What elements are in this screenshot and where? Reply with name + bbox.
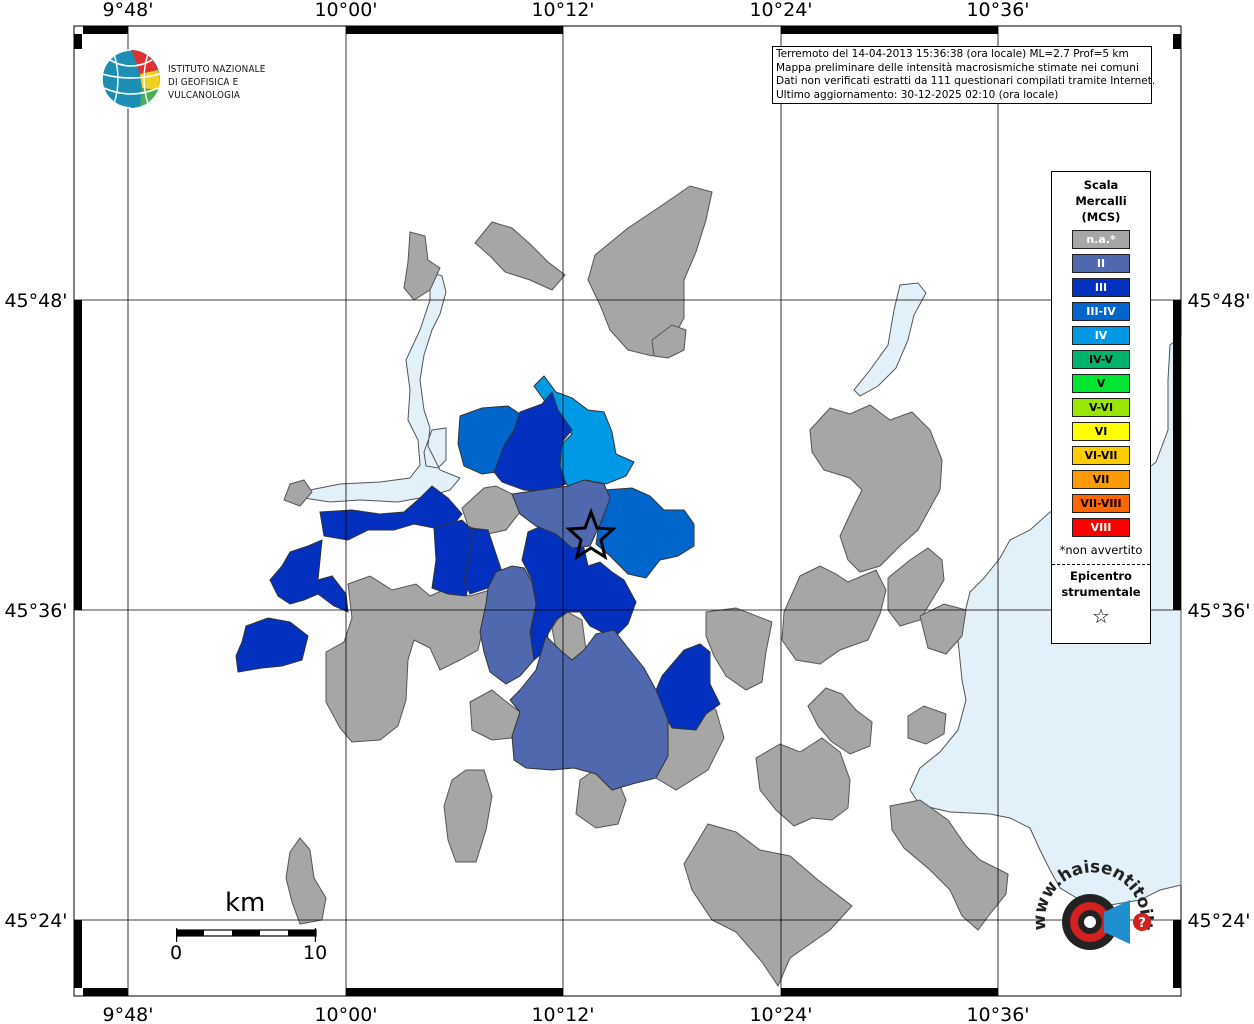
epicenter-star-icon <box>565 507 617 561</box>
event-info-box: Terremoto del 14-04-2013 15:36:38 (ora l… <box>772 46 1156 104</box>
lat-label: 45°24' <box>1187 910 1250 932</box>
municipality <box>755 737 851 827</box>
lon-label: 10°12' <box>531 0 594 21</box>
legend-item-iii-iv: III-IV <box>1072 302 1130 321</box>
municipalities-felt <box>235 375 721 791</box>
legend-item-viii: VIII <box>1072 518 1130 537</box>
municipality <box>807 687 873 755</box>
municipality-iii <box>269 539 349 613</box>
legend-item-vi-vii: VI-VII <box>1072 446 1130 465</box>
municipality-iii <box>319 485 463 541</box>
municipalities-not-felt <box>283 185 1009 988</box>
lon-label: 9°48' <box>103 0 154 21</box>
municipality <box>683 823 853 988</box>
ingv-logo: ISTITUTO NAZIONALE DI GEOFISICA E VULCAN… <box>100 48 330 110</box>
scale-bar: km 0 10 <box>170 888 330 968</box>
municipality <box>403 231 441 301</box>
lon-label: 10°00' <box>314 1004 377 1024</box>
lat-label: 45°48' <box>1187 290 1250 312</box>
target-megaphone-icon: www.haisentitoilterremoto.it ? <box>1021 845 1156 950</box>
institute-line-2: DI GEOFISICA E VULCANOLOGIA <box>168 77 241 101</box>
municipality <box>907 705 947 745</box>
scale-start: 0 <box>170 942 183 964</box>
legend-title: Scala Mercalli (MCS) <box>1075 178 1127 224</box>
municipality <box>461 485 521 535</box>
municipality-iii <box>493 390 573 493</box>
legend-item-vii: VII <box>1072 470 1130 489</box>
latitude-labels-right: 45°48' 45°36' 45°24' <box>1187 290 1250 932</box>
event-info-line: Terremoto del 14-04-2013 15:36:38 (ora l… <box>776 48 1129 60</box>
event-info-line: Ultimo aggiornamento: 30-12-2025 02:10 (… <box>776 88 1059 101</box>
lon-label: 10°00' <box>314 0 377 21</box>
lake-idro <box>853 282 927 397</box>
municipality <box>474 221 566 291</box>
legend-item-v-vi: V-VI <box>1072 398 1130 417</box>
mcs-legend: Scala Mercalli (MCS) n.a.* II III III-IV IV I… <box>1051 171 1151 644</box>
legend-note: *non avvertito <box>1059 543 1143 557</box>
longitude-labels-top: 9°48' 10°00' 10°12' 10°24' 10°36' <box>103 0 1030 21</box>
lon-label: 10°24' <box>749 0 812 21</box>
scale-end: 10 <box>303 942 328 964</box>
municipality <box>919 603 967 655</box>
legend-item-iii: III <box>1072 278 1130 297</box>
institute-line-1: ISTITUTO NAZIONALE <box>168 64 266 75</box>
event-info-line: Dati non verificati estratti da 111 ques… <box>776 75 1156 87</box>
longitude-labels-bottom: 9°48' 10°00' 10°12' 10°24' 10°36' <box>103 1004 1030 1024</box>
lake-iseo <box>303 271 461 503</box>
frame-scale-bars <box>74 26 1181 996</box>
lat-label: 45°36' <box>4 600 67 622</box>
municipality <box>781 565 887 665</box>
municipality <box>705 607 773 691</box>
svg-text:?: ? <box>1138 916 1146 931</box>
star-outline-icon: ☆ <box>1092 604 1110 628</box>
legend-item-v: V <box>1072 374 1130 393</box>
municipality <box>809 404 943 573</box>
municipality <box>651 324 687 359</box>
lon-label: 10°36' <box>966 1004 1029 1024</box>
lat-label: 45°36' <box>1187 600 1250 622</box>
municipality-iii-iv <box>595 487 695 579</box>
legend-item-vi: VI <box>1072 422 1130 441</box>
lat-label: 45°24' <box>4 910 67 932</box>
municipality-ii <box>511 479 611 549</box>
graticule <box>74 26 1181 996</box>
legend-item-vii-viii: VII-VIII <box>1072 494 1130 513</box>
lon-label: 10°36' <box>966 0 1029 21</box>
municipality-iv <box>533 375 635 487</box>
municipality <box>889 799 1009 931</box>
municipality-iii <box>235 617 309 673</box>
lat-label: 45°48' <box>4 290 67 312</box>
municipality <box>325 575 491 743</box>
municipality <box>283 479 313 507</box>
globe-logo-icon <box>101 49 161 109</box>
legend-item-ii: II <box>1072 254 1130 273</box>
municipality-ii <box>509 629 669 791</box>
legend-item-iv-v: IV-V <box>1072 350 1130 369</box>
scale-ruler <box>176 928 317 942</box>
latitude-labels-left: 45°48' 45°36' 45°24' <box>4 290 67 932</box>
municipality <box>443 769 493 863</box>
scale-unit: km <box>225 888 266 918</box>
legend-items: n.a.* II III III-IV IV IV-V V V-VI VI VI-VII VII VI… <box>1052 230 1150 537</box>
municipality <box>285 837 327 925</box>
event-info-line: Mappa preliminare delle intensità macros… <box>776 61 1139 74</box>
institute-name: ISTITUTO NAZIONALE DI GEOFISICA E VULCAN… <box>168 63 311 102</box>
municipality-ii <box>479 565 537 685</box>
lon-label: 10°24' <box>749 1004 812 1024</box>
legend-epicenter-label: Epicentro strumentale <box>1061 569 1141 599</box>
hsi-logo: www.haisentitoilterremoto.it ? <box>1021 845 1156 976</box>
legend-divider <box>1052 564 1150 565</box>
legend-item-n-a: n.a.* <box>1072 230 1130 249</box>
municipality <box>587 185 713 357</box>
municipality <box>887 547 945 627</box>
lon-label: 10°12' <box>531 1004 594 1024</box>
lon-label: 9°48' <box>103 1004 154 1024</box>
legend-item-iv: IV <box>1072 326 1130 345</box>
municipality-iii <box>521 523 637 661</box>
